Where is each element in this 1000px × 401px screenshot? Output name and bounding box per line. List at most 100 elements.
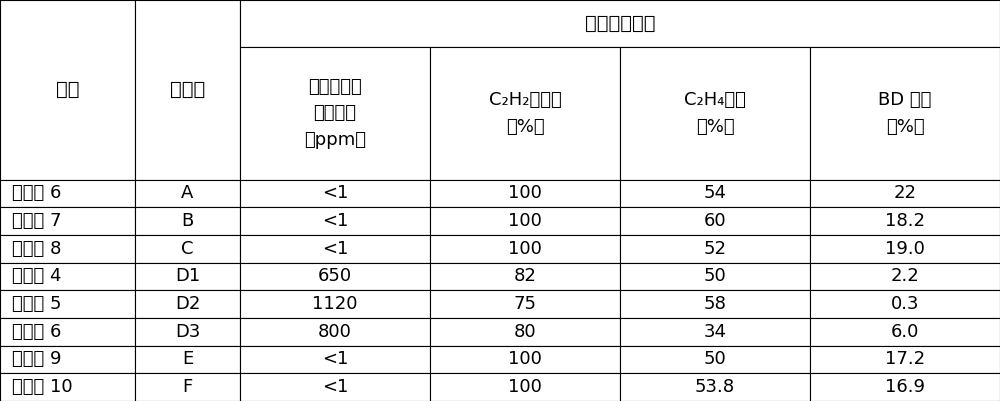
Text: 反应评价结果: 反应评价结果 [585,14,655,33]
Text: 6.0: 6.0 [891,323,919,341]
Text: D1: D1 [175,267,200,286]
Bar [620,180,810,207]
Text: 54: 54 [704,184,726,203]
Bar [240,180,430,207]
Text: <1: <1 [322,240,348,258]
Text: <1: <1 [322,212,348,230]
Text: 实施例 7: 实施例 7 [12,212,62,230]
Bar [430,263,620,290]
Bar [620,373,810,401]
Text: A: A [181,184,194,203]
Text: 34: 34 [704,323,726,341]
Text: 100: 100 [508,212,542,230]
Bar [135,290,240,318]
Text: 对比例 5: 对比例 5 [12,295,62,313]
Text: C₂H₂转化率
（%）: C₂H₂转化率 （%） [489,91,561,136]
Bar [810,290,1000,318]
Text: 实施例 6: 实施例 6 [12,184,61,203]
Bar [240,235,430,263]
Bar [430,318,620,346]
Bar [430,207,620,235]
Text: 52: 52 [704,240,726,258]
Text: 50: 50 [704,350,726,369]
Bar [135,346,240,373]
Bar [0,180,135,207]
Bar [0,318,135,346]
Text: 实施例 10: 实施例 10 [12,378,73,396]
Bar [0,207,135,235]
Bar [240,207,430,235]
Text: 实施例 8: 实施例 8 [12,240,61,258]
Bar [620,207,810,235]
Text: 2.2: 2.2 [891,267,919,286]
Bar [620,318,810,346]
Text: D3: D3 [175,323,200,341]
Bar [240,373,430,401]
Text: <1: <1 [322,378,348,396]
Bar [430,373,620,401]
Text: 1120: 1120 [312,295,358,313]
Bar [240,346,430,373]
Bar [810,373,1000,401]
Bar [430,290,620,318]
Text: 22: 22 [894,184,916,203]
Text: 80: 80 [514,323,536,341]
Bar [810,207,1000,235]
Text: D2: D2 [175,295,200,313]
Bar [135,180,240,207]
Bar [810,47,1000,180]
Bar [135,207,240,235]
Bar [430,47,620,180]
Text: 反应器出口
乙炔含量
（ppm）: 反应器出口 乙炔含量 （ppm） [304,78,366,149]
Text: 53.8: 53.8 [695,378,735,396]
Text: C: C [181,240,194,258]
Text: 650: 650 [318,267,352,286]
Bar [0,346,135,373]
Text: 100: 100 [508,378,542,396]
Bar [135,0,240,180]
Bar [240,290,430,318]
Text: <1: <1 [322,350,348,369]
Bar [0,290,135,318]
Bar [135,318,240,346]
Text: 编号: 编号 [56,80,79,99]
Text: 58: 58 [704,295,726,313]
Text: 催化剂: 催化剂 [170,80,205,99]
Text: 18.2: 18.2 [885,212,925,230]
Text: 100: 100 [508,184,542,203]
Bar [135,235,240,263]
Bar [810,235,1000,263]
Bar [810,318,1000,346]
Text: 19.0: 19.0 [885,240,925,258]
Bar [0,373,135,401]
Text: 对比例 4: 对比例 4 [12,267,62,286]
Bar [240,0,1000,47]
Text: 60: 60 [704,212,726,230]
Text: 82: 82 [514,267,536,286]
Bar [0,235,135,263]
Bar [240,318,430,346]
Text: E: E [182,350,193,369]
Bar [620,290,810,318]
Text: <1: <1 [322,184,348,203]
Bar [810,346,1000,373]
Text: 100: 100 [508,350,542,369]
Bar [135,263,240,290]
Text: 75: 75 [514,295,536,313]
Text: 17.2: 17.2 [885,350,925,369]
Bar [0,263,135,290]
Text: 对比例 6: 对比例 6 [12,323,61,341]
Bar [0,0,135,180]
Bar [810,180,1000,207]
Bar [620,47,810,180]
Text: 800: 800 [318,323,352,341]
Bar [430,235,620,263]
Bar [810,263,1000,290]
Bar [240,263,430,290]
Text: 100: 100 [508,240,542,258]
Text: B: B [181,212,194,230]
Bar [430,346,620,373]
Text: BD 收率
（%）: BD 收率 （%） [878,91,932,136]
Text: 实施例 9: 实施例 9 [12,350,62,369]
Text: C₂H₄收率
（%）: C₂H₄收率 （%） [684,91,746,136]
